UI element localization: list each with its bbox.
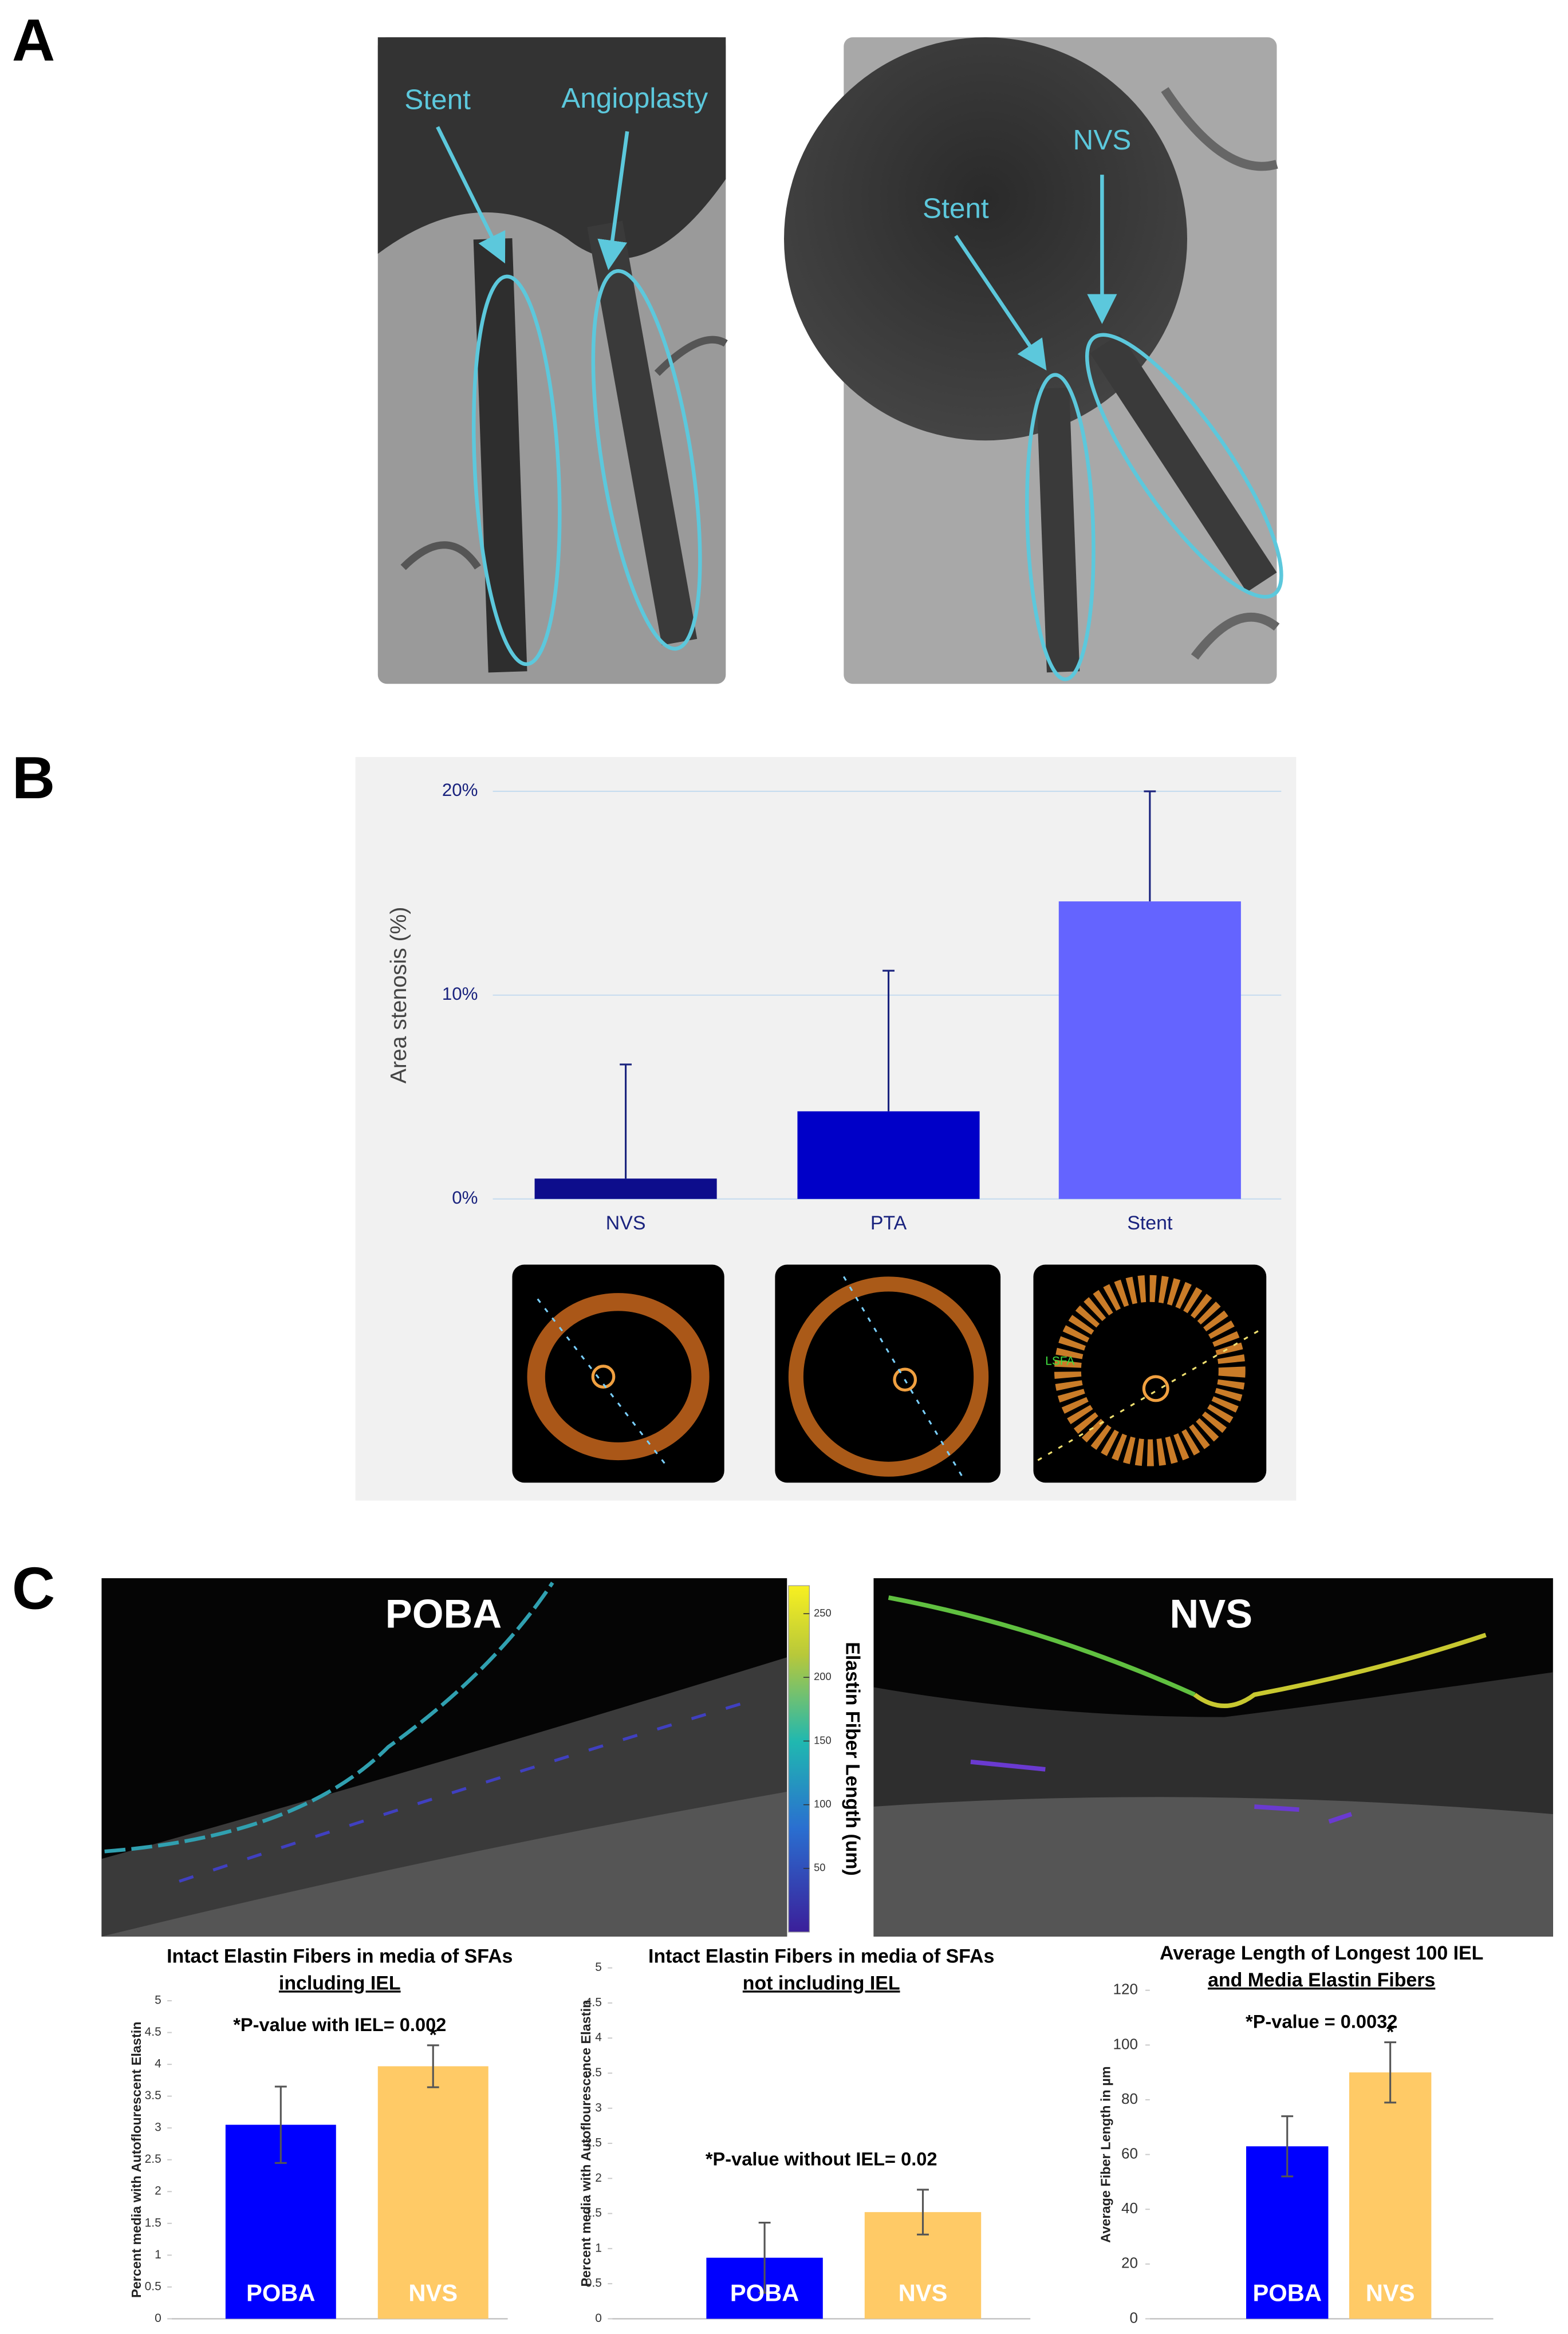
- y-tick-label: 1: [155, 2248, 161, 2261]
- y-tick-label: 10%: [442, 984, 478, 1004]
- chart-title: Average Length of Longest 100 IEL: [1160, 1942, 1483, 1964]
- annotation: *P-value with IEL= 0.002: [233, 2014, 446, 2035]
- chart-subtitle: and Media Elastin Fibers: [1208, 1969, 1435, 1991]
- y-tick-label: 5: [595, 1961, 602, 1974]
- chart-subtitle: not including IEL: [743, 1972, 900, 1994]
- y-tick-label: 4.5: [145, 2025, 161, 2039]
- y-tick-label: 0: [155, 2312, 161, 2325]
- colorbar-label: Elastin Fiber Length (um): [841, 1642, 863, 1875]
- oct-label: LSFA: [1045, 1355, 1074, 1368]
- y-tick-label: 0: [595, 2312, 602, 2325]
- bar-label: POBA: [730, 2280, 799, 2307]
- y-tick-label: 2.5: [145, 2152, 161, 2166]
- histology-label: NVS: [1169, 1591, 1252, 1636]
- y-tick-label: 0.5: [585, 2277, 602, 2290]
- colorbar-tick-label: 200: [814, 1670, 831, 1682]
- annotation: Stent: [404, 84, 471, 115]
- y-tick-label: 20: [1121, 2254, 1138, 2272]
- x-tick-label: NVS: [606, 1212, 646, 1234]
- annotation: NVS: [1073, 124, 1131, 156]
- y-tick-label: 2.5: [585, 2136, 602, 2150]
- x-tick-label: PTA: [870, 1212, 907, 1234]
- panel-label: A: [12, 7, 55, 74]
- y-tick-label: 4: [155, 2057, 161, 2071]
- y-axis-label: Percent media with Autoflourescent Elast…: [129, 2021, 144, 2298]
- x-tick-label: Stent: [1127, 1212, 1173, 1234]
- y-tick-label: 1.5: [145, 2216, 161, 2229]
- colorbar-tick-label: 50: [814, 1862, 825, 1874]
- oct-images: [512, 1264, 1267, 1483]
- y-tick-label: 100: [1113, 2035, 1137, 2052]
- colorbar-tick-label: 150: [814, 1734, 831, 1746]
- bar-label: POBA: [246, 2280, 316, 2307]
- significance-label: *: [430, 2024, 438, 2046]
- bar-label: NVS: [1366, 2280, 1415, 2307]
- annotation: *P-value without IEL= 0.02: [706, 2148, 937, 2170]
- y-tick-label: 3.5: [145, 2089, 161, 2102]
- y-tick-label: 2: [595, 2171, 602, 2185]
- panel-label: C: [12, 1556, 55, 1622]
- y-tick-label: 3: [155, 2121, 161, 2134]
- y-tick-label: 40: [1121, 2199, 1138, 2217]
- angiogram-left: [377, 37, 728, 684]
- bar-label: NVS: [408, 2280, 458, 2307]
- y-tick-label: 0.5: [145, 2280, 161, 2293]
- bar: [797, 1111, 980, 1199]
- bar-label: NVS: [899, 2280, 948, 2307]
- y-tick-label: 120: [1113, 1981, 1137, 1998]
- chart-title: Intact Elastin Fibers in media of SFAs: [167, 1945, 513, 1967]
- y-tick-label: 20%: [442, 780, 478, 800]
- histology-label: POBA: [385, 1591, 502, 1636]
- histology-left: [101, 1578, 787, 1937]
- annotation: Angioplasty: [561, 82, 708, 114]
- y-axis-label: Area stenosis (%): [387, 907, 411, 1084]
- significance-label: *: [1386, 2021, 1394, 2043]
- y-tick-label: 1: [595, 2241, 602, 2254]
- y-tick-label: 1.5: [585, 2206, 602, 2219]
- annotation: *P-value = 0.0032: [1246, 2011, 1397, 2032]
- bar: [377, 2066, 488, 2319]
- y-tick-label: 5: [155, 1994, 161, 2007]
- colorbar-tick-label: 250: [814, 1607, 831, 1619]
- chart-subtitle: including IEL: [279, 1972, 401, 1994]
- y-tick-label: 80: [1121, 2090, 1138, 2107]
- bar: [534, 1178, 717, 1199]
- y-axis-label: Percent media with Autoflourescence Elas…: [578, 2000, 593, 2287]
- bar: [1058, 901, 1241, 1199]
- y-tick-label: 60: [1121, 2144, 1138, 2162]
- annotation: Stent: [923, 193, 989, 224]
- y-tick-label: 0: [1129, 2309, 1137, 2326]
- y-tick-label: 4: [595, 2031, 602, 2044]
- y-tick-label: 4.5: [585, 1996, 602, 2009]
- colorbar: [788, 1585, 810, 1933]
- panel-label: B: [12, 745, 55, 811]
- bar: [1349, 2072, 1432, 2319]
- chart-title: Intact Elastin Fibers in media of SFAs: [648, 1945, 994, 1967]
- y-axis-label: Average Fiber Length in µm: [1098, 2066, 1113, 2242]
- angiogram-right: [784, 37, 1283, 684]
- colorbar-tick-label: 100: [814, 1797, 831, 1809]
- y-tick-label: 3: [595, 2101, 602, 2114]
- histology-right: [873, 1578, 1553, 1937]
- bar-label: POBA: [1252, 2280, 1321, 2307]
- y-tick-label: 3.5: [585, 2066, 602, 2079]
- y-tick-label: 2: [155, 2185, 161, 2198]
- y-tick-label: 0%: [452, 1188, 478, 1208]
